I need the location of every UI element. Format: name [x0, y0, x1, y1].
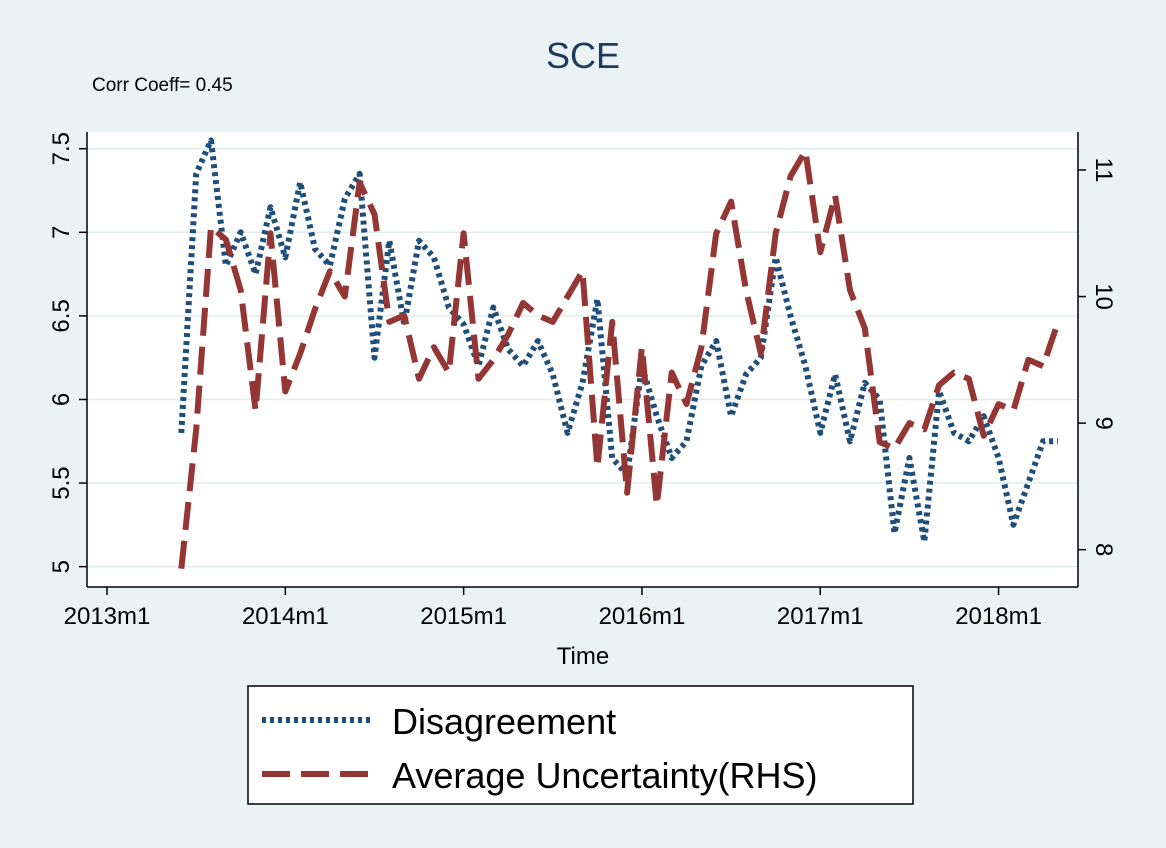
- plot-area: [87, 132, 1078, 587]
- x-axis-tick-label: 2018m1: [955, 603, 1042, 630]
- x-axis-ticks: 2013m1 2014m1 2015m1 2016m1 2017m1 2018m1: [64, 587, 1042, 630]
- right-axis-ticks: 8 9 10 11: [1078, 158, 1117, 556]
- left-axis-tick-label: 5: [48, 560, 75, 573]
- x-axis-title: Time: [557, 643, 609, 670]
- right-axis-tick-label: 9: [1090, 416, 1117, 429]
- left-axis-tick-label: 7.5: [48, 132, 75, 165]
- left-axis-tick-label: 7: [48, 226, 75, 239]
- left-axis-tick-label: 6: [48, 393, 75, 406]
- left-axis-tick-label: 5.5: [48, 466, 75, 499]
- x-axis-tick-label: 2016m1: [599, 603, 686, 630]
- series-line-disagreement: [178, 137, 1058, 545]
- legend-label-disagreement: Disagreement: [392, 701, 616, 742]
- x-axis-tick-label: 2017m1: [777, 603, 864, 630]
- legend: Disagreement Average Uncertainty(RHS): [247, 685, 914, 805]
- right-axis-tick-label: 10: [1090, 283, 1117, 310]
- x-axis-tick-label: 2013m1: [64, 603, 151, 630]
- legend-box: [247, 685, 914, 805]
- x-axis-tick-label: 2014m1: [242, 603, 329, 630]
- series-line-average-uncertainty-rhs: [178, 148, 1061, 570]
- series-layer: [178, 137, 1061, 570]
- corr-coeff-note: Corr Coeff= 0.45: [92, 75, 233, 96]
- chart-title: SCE: [546, 35, 620, 76]
- right-axis-tick-label: 11: [1090, 158, 1117, 183]
- legend-label-average-uncertainty: Average Uncertainty(RHS): [392, 755, 818, 796]
- right-axis-tick-label: 8: [1090, 543, 1117, 556]
- x-axis-tick-label: 2015m1: [420, 603, 507, 630]
- left-axis-tick-label: 6.5: [48, 299, 75, 332]
- left-axis-ticks: 5 5.5 6 6.5 7 7.5: [48, 132, 87, 573]
